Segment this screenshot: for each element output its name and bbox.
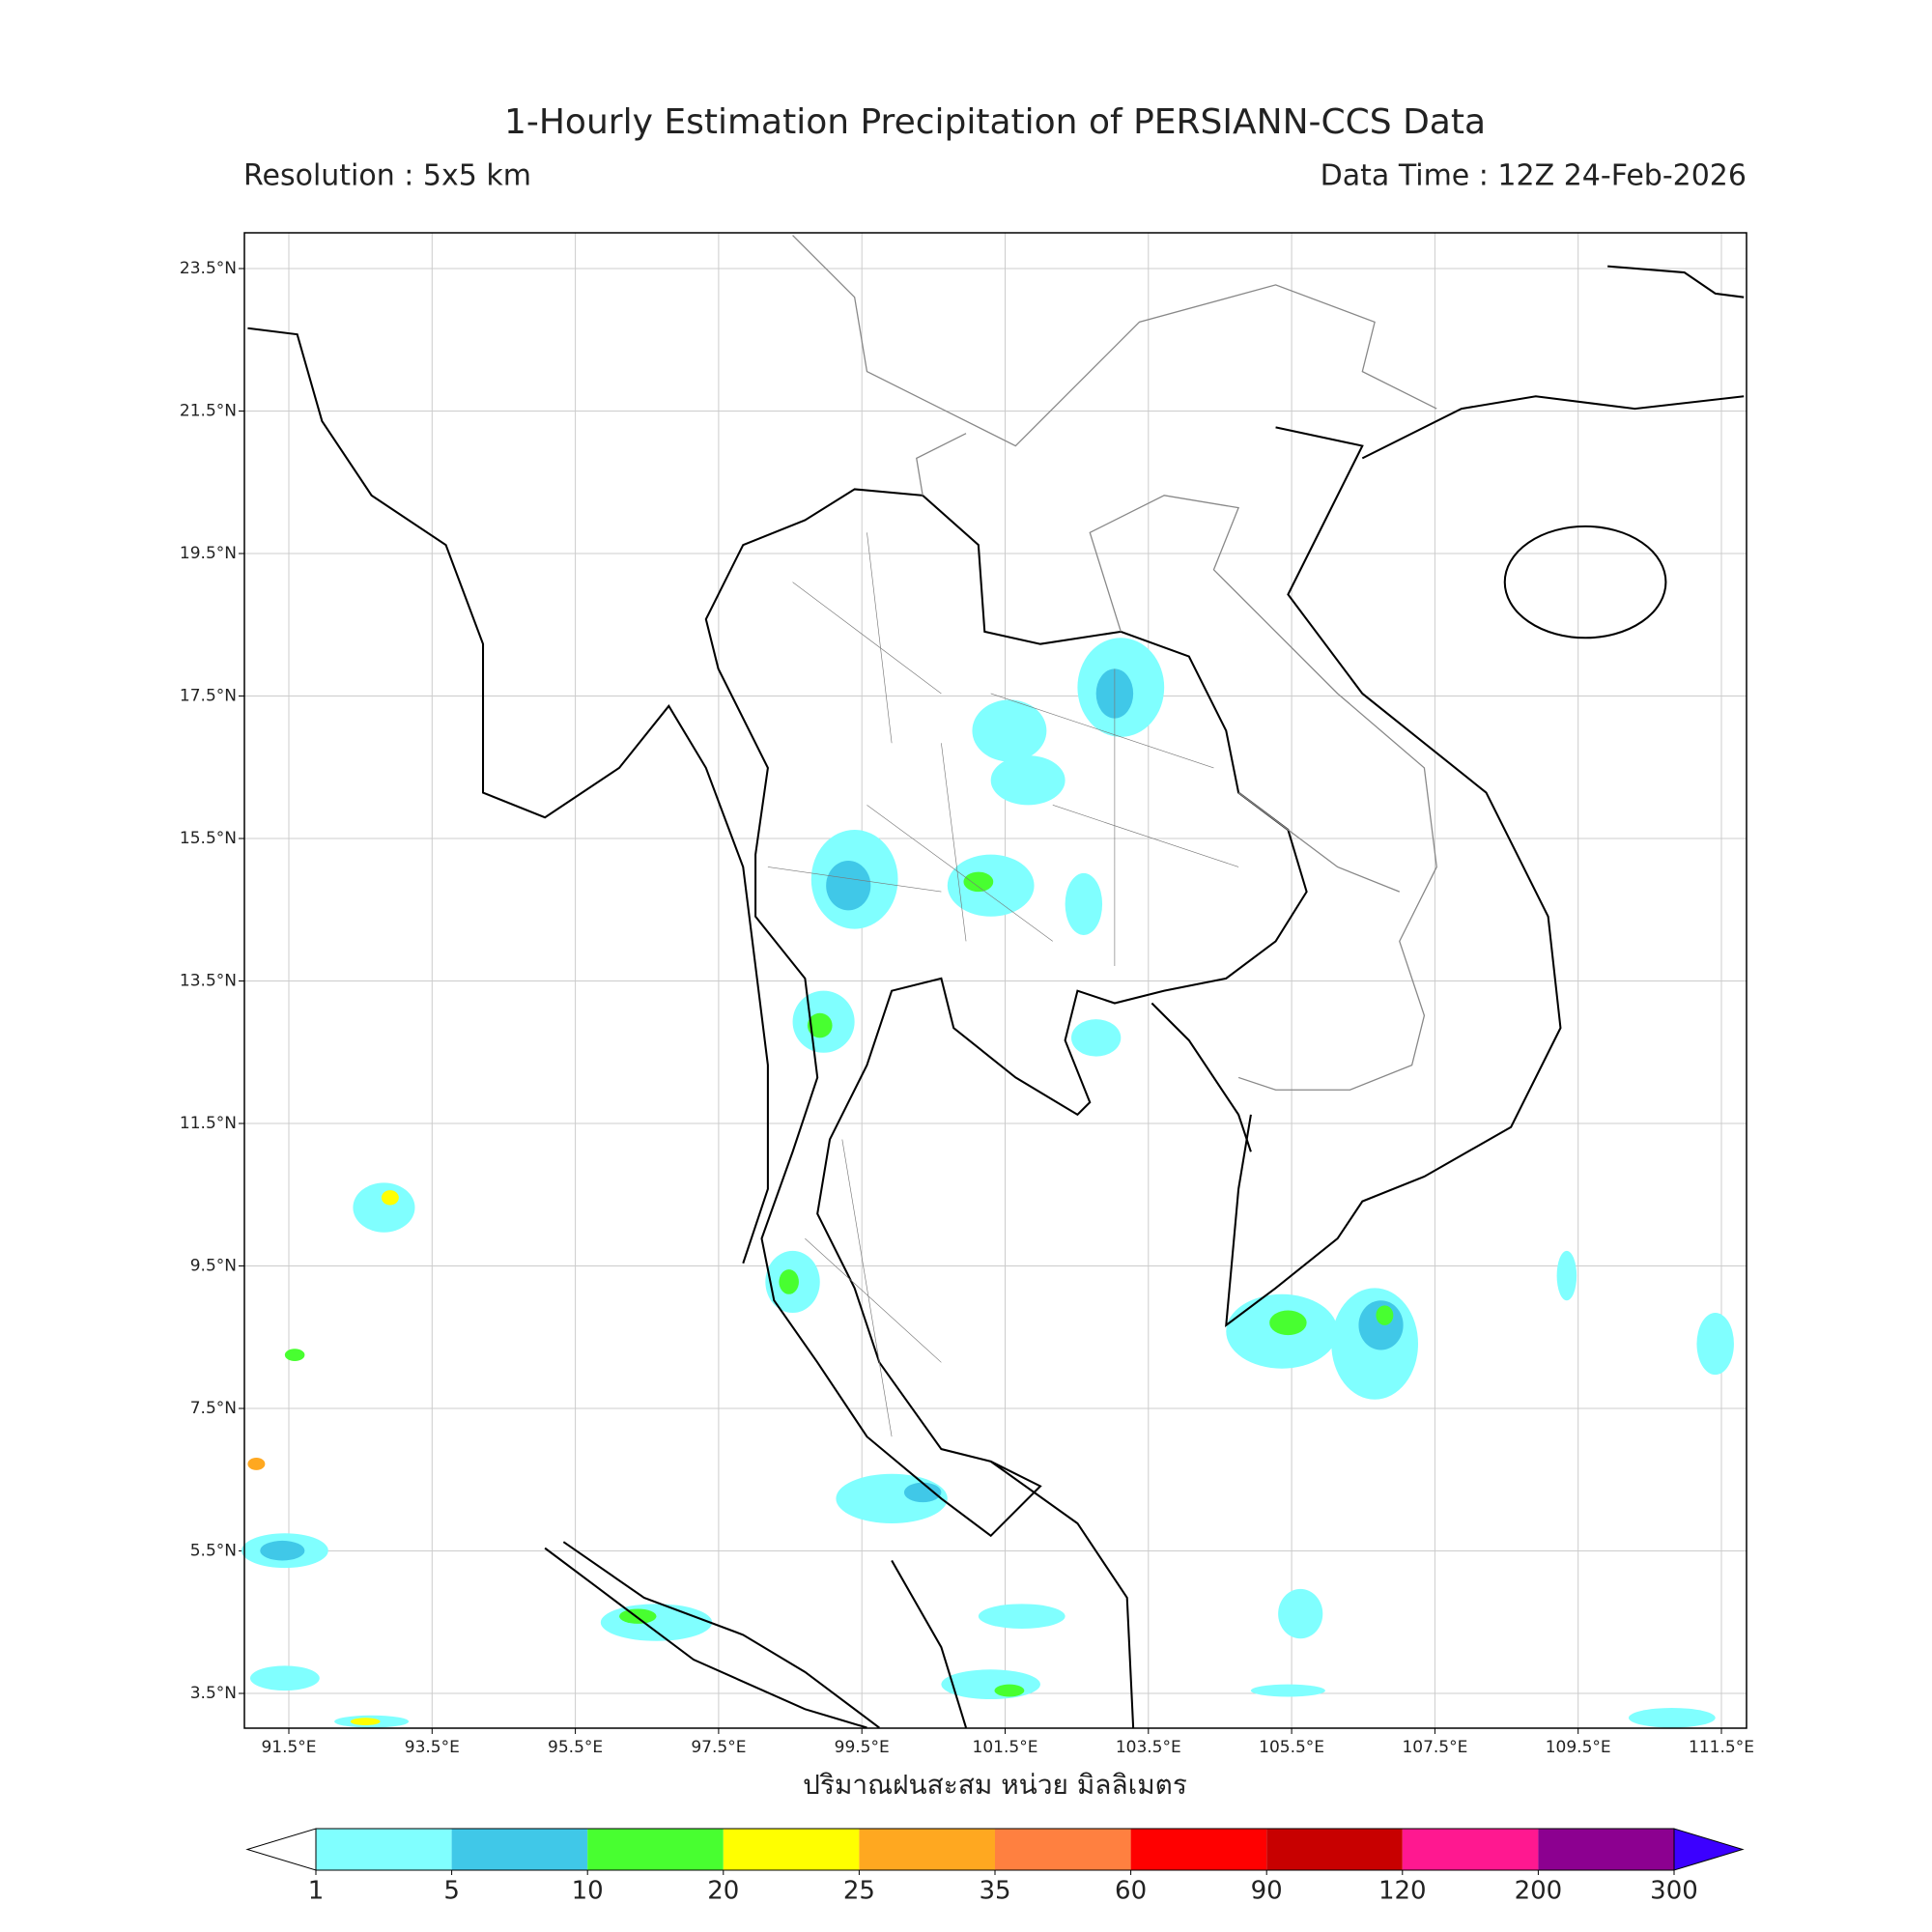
lat-label: 15.5°N	[180, 829, 237, 848]
colorbar-segment	[1130, 1829, 1267, 1870]
colorbar-segment	[859, 1829, 995, 1870]
colorbar-label: 5	[443, 1877, 460, 1906]
hainan	[1503, 525, 1667, 639]
thailand-outline	[704, 488, 1308, 1538]
lat-label: 23.5°N	[180, 259, 237, 278]
colorbar: 1 5 10 20 25 35 60 90 120 200 300	[245, 1828, 1745, 1906]
colorbar-label: 120	[1378, 1877, 1427, 1906]
colorbar-label: 1	[308, 1877, 325, 1906]
lon-label: 95.5°E	[548, 1738, 603, 1757]
lon-label: 103.5°E	[1116, 1738, 1181, 1757]
china-coast	[1361, 265, 1745, 460]
colorbar-label: 200	[1515, 1877, 1563, 1906]
malaysia-coast	[891, 1461, 1135, 1728]
colorbar-label: 60	[1115, 1877, 1147, 1906]
colorbar-segment	[1402, 1829, 1539, 1870]
graticule: 91.5°E 93.5°E 95.5°E 97.5°E 99.5°E 101.5°E 103…	[180, 233, 1754, 1757]
map-layer	[242, 235, 1745, 1729]
colorbar-segment	[1538, 1829, 1674, 1870]
colorbar-segment	[451, 1829, 588, 1870]
precipitation	[242, 638, 1734, 1728]
vietnam-coast	[1225, 426, 1562, 1328]
colorbar-label: 25	[843, 1877, 875, 1906]
lat-label: 7.5°N	[190, 1399, 237, 1418]
lon-label: 105.5°E	[1259, 1738, 1324, 1757]
sumatra-coast	[544, 1541, 880, 1729]
lat-label: 3.5°N	[190, 1684, 237, 1703]
colorbar-segment	[316, 1829, 452, 1870]
colorbar-over	[1673, 1828, 1745, 1871]
lon-label: 111.5°E	[1689, 1738, 1754, 1757]
lon-label: 107.5°E	[1402, 1738, 1467, 1757]
lon-label: 97.5°E	[691, 1738, 746, 1757]
lat-label: 5.5°N	[190, 1542, 237, 1561]
colorbar-segment	[1266, 1829, 1403, 1870]
colorbar-segment	[995, 1829, 1131, 1870]
colorbar-label: 20	[707, 1877, 739, 1906]
lat-label: 17.5°N	[180, 687, 237, 706]
colorbar-label: 35	[979, 1877, 1010, 1906]
lon-label: 91.5°E	[261, 1738, 316, 1757]
lat-label: 11.5°N	[180, 1114, 237, 1133]
colorbar-segment	[723, 1829, 860, 1870]
colorbar-segment	[587, 1829, 724, 1870]
colorbar-under	[245, 1828, 317, 1871]
title: 1-Hourly Estimation Precipitation of PER…	[504, 102, 1486, 142]
lon-label: 99.5°E	[835, 1738, 890, 1757]
subtitle-right: Data Time : 12Z 24-Feb-2026	[1321, 159, 1747, 193]
lat-label: 13.5°N	[180, 972, 237, 991]
subtitle-left: Resolution : 5x5 km	[243, 159, 531, 193]
country-borders	[792, 235, 1437, 1091]
lat-label: 21.5°N	[180, 402, 237, 421]
lon-label: 101.5°E	[973, 1738, 1038, 1757]
colorbar-label: 90	[1251, 1877, 1283, 1906]
map-frame	[243, 232, 1747, 1729]
lon-label: 109.5°E	[1546, 1738, 1611, 1757]
colorbar-label: 10	[572, 1877, 604, 1906]
lat-label: 19.5°N	[180, 544, 237, 563]
myanmar-coast	[247, 327, 769, 1264]
colorbar-label: 300	[1650, 1877, 1698, 1906]
lat-label: 9.5°N	[190, 1257, 237, 1276]
colorbar-title: ปริมาณฝนสะสม หน่วย มิลลิเมตร	[803, 1769, 1187, 1801]
lon-label: 93.5°E	[405, 1738, 460, 1757]
